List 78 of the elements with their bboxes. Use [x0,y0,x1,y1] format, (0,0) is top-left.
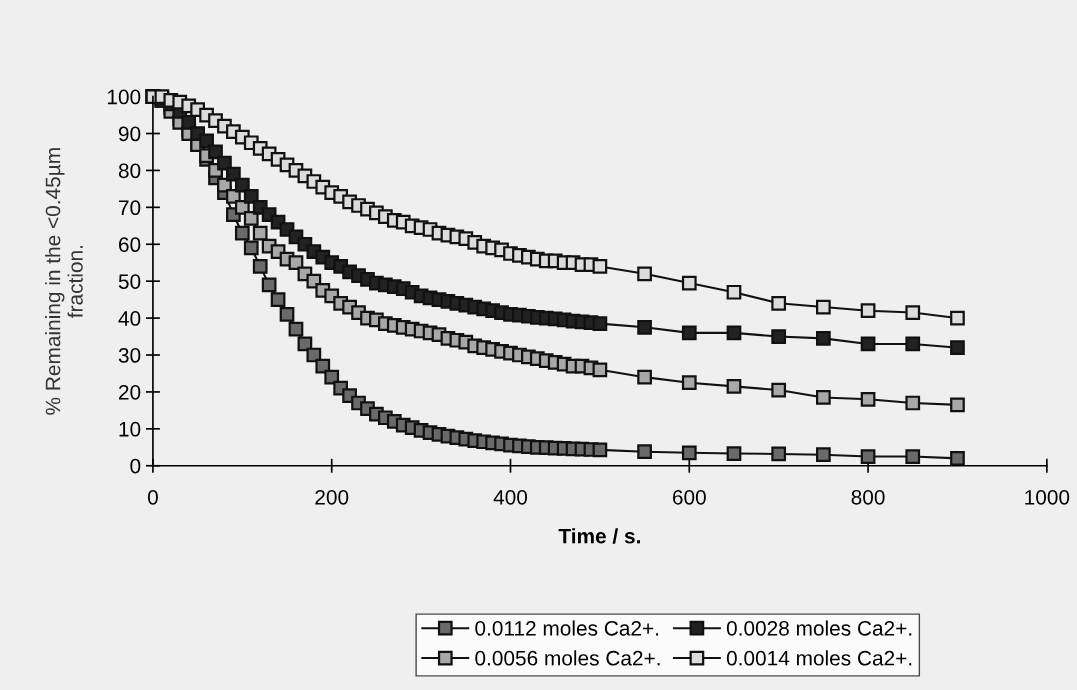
point [860,391,876,407]
point [681,375,697,391]
point [771,295,787,311]
y-tick-label: 10 [119,421,141,437]
point [270,292,286,307]
point [950,340,965,355]
point [950,397,965,413]
point [243,240,259,256]
point [637,319,652,335]
point [726,379,742,394]
y-tick-label: 70 [119,200,141,216]
y-tick-label: 20 [119,384,141,400]
point [950,451,965,466]
point [279,307,295,322]
y-tick-label: 80 [118,163,141,179]
point [252,225,268,241]
point [905,305,921,320]
point [261,277,277,293]
point [226,166,241,182]
point [681,445,697,461]
x-tick-label: 800 [851,489,885,505]
point [208,144,223,160]
legend-label: 0.0112 moles Ca2+. [475,620,659,636]
point [860,336,876,352]
point [592,316,608,331]
point [771,382,787,398]
point [771,329,787,344]
y-tick-label: 50 [118,274,141,289]
y-tick-label: 30 [118,348,141,363]
point [243,211,259,226]
x-tick-label: 200 [315,489,349,505]
point [905,395,921,411]
point [816,447,831,463]
y-tick-label: 0 [130,458,141,474]
y-tick-label: 90 [118,126,141,142]
legend-label: 0.0014 moles Ca2+. [726,650,912,666]
point [860,449,876,464]
point [592,362,608,378]
x-tick-label: 1000 [1025,489,1070,505]
x-tick-label: 600 [672,489,706,505]
y-tick-label: 60 [119,237,141,253]
point [726,284,742,300]
point [681,325,697,341]
point [315,358,331,374]
point [860,303,876,319]
point [905,449,921,464]
point [288,255,304,271]
point [324,369,340,385]
point [288,321,304,337]
legend-label: 0.0028 moles Ca2+. [726,620,912,636]
point [637,369,652,385]
point [816,299,831,315]
point [816,390,831,405]
point [252,259,268,274]
point [905,336,921,352]
point [243,188,259,204]
point [234,177,250,193]
point [234,225,250,241]
point [771,446,787,462]
x-tick-label: 0 [147,489,158,505]
x-tick-label: 400 [493,489,528,505]
point [816,331,831,346]
y-axis-title: % Remaining in the <0.45µm fraction. [45,148,83,415]
point [637,444,652,460]
point [726,325,742,341]
point [306,347,322,363]
point [199,133,214,149]
point [726,446,742,461]
point [592,442,608,458]
point [592,259,608,274]
legend-label: 0.0056 moles Ca2+. [475,650,660,666]
y-tick-label: 100 [107,89,141,105]
point [217,155,232,171]
point [950,310,965,326]
point [637,266,652,282]
x-axis-title: Time / s. [558,528,640,544]
point [681,275,697,291]
y-tick-label: 40 [118,311,141,326]
